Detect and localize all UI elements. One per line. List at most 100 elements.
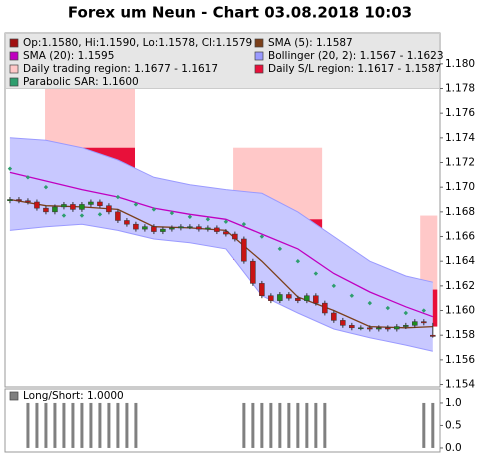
candle-body xyxy=(421,321,427,324)
bar xyxy=(116,402,120,448)
band-upper xyxy=(9,137,433,283)
candle-body xyxy=(295,297,301,301)
bar xyxy=(305,402,309,448)
bar xyxy=(107,402,111,448)
candle-body xyxy=(268,295,274,301)
candle-body xyxy=(403,325,409,327)
y-tick-label: 1.176 xyxy=(445,107,475,119)
candle-body xyxy=(259,283,265,296)
bar xyxy=(62,402,66,448)
y-tick-label: 1.174 xyxy=(445,132,475,144)
candle-body xyxy=(34,201,40,209)
bar xyxy=(44,402,48,448)
candle-body xyxy=(250,260,256,284)
legend-swatch xyxy=(9,64,19,74)
sar-dot xyxy=(25,175,31,180)
y-tick-label: 1.172 xyxy=(445,157,475,169)
y-tick-label: 1.178 xyxy=(445,83,475,95)
candle-body xyxy=(304,295,310,301)
candle-body xyxy=(340,320,346,326)
bar xyxy=(80,402,84,448)
legend-label: SMA (20): 1.1595 xyxy=(23,50,114,62)
candle-body xyxy=(52,206,58,213)
bar xyxy=(242,402,246,448)
region xyxy=(420,215,438,290)
candle-body xyxy=(367,327,373,330)
bar xyxy=(134,402,138,448)
indicator-line xyxy=(9,171,434,318)
sar-dot xyxy=(151,207,157,212)
legend-swatch xyxy=(9,391,19,401)
legend-label: Bollinger (20, 2): 1.1567 - 1.1623 xyxy=(268,50,444,62)
candle-body xyxy=(61,204,67,208)
band-area xyxy=(9,137,433,352)
legend-label: Long/Short: 1.0000 xyxy=(23,390,124,402)
panel xyxy=(4,388,441,453)
legend-label: Op:1.1580, Hi:1.1590, Lo:1.1578, Cl:1.15… xyxy=(23,37,252,49)
bar xyxy=(35,402,39,448)
sar-dot xyxy=(349,293,355,298)
candle-body xyxy=(79,204,85,210)
bar xyxy=(260,402,264,448)
y-tick-label: 1.154 xyxy=(445,379,475,391)
candle-body xyxy=(241,238,247,262)
legend-label: Parabolic SAR: 1.1600 xyxy=(23,76,139,88)
bar xyxy=(98,402,102,448)
legend-swatch xyxy=(9,38,19,48)
bar xyxy=(71,402,75,448)
candle-body xyxy=(322,302,328,314)
sar-dot xyxy=(277,246,283,252)
candle-body xyxy=(430,334,436,337)
candle-body xyxy=(232,233,238,240)
sar-dot xyxy=(403,310,409,316)
candle-body xyxy=(196,226,202,230)
candle-body xyxy=(187,226,193,228)
candle-body xyxy=(412,321,418,326)
candle-body xyxy=(43,207,49,213)
sar-dot xyxy=(259,234,265,239)
sar-dot xyxy=(367,300,373,306)
legend-swatch xyxy=(254,51,264,61)
candle-body xyxy=(142,226,148,230)
y-tick-label: 1.170 xyxy=(445,181,475,193)
sar-dot xyxy=(133,202,139,207)
candle-body xyxy=(7,199,13,201)
candle-body xyxy=(133,223,139,230)
y-tick-label: 1.162 xyxy=(445,280,475,292)
y-tick-label: 0.0 xyxy=(445,442,462,454)
bar xyxy=(314,402,318,448)
candle-body xyxy=(151,226,157,232)
sar-dot xyxy=(313,271,319,276)
band-lower xyxy=(9,223,433,352)
candle-body xyxy=(313,295,319,304)
candle-body xyxy=(124,220,130,225)
sar-dot xyxy=(61,213,67,218)
sar-dot xyxy=(421,308,427,313)
candle-body xyxy=(277,294,283,301)
bar xyxy=(296,402,300,448)
sar-dot xyxy=(385,305,391,311)
candle-body xyxy=(358,327,364,330)
legend-swatch xyxy=(9,77,19,87)
y-tick-label: 1.180 xyxy=(445,58,475,70)
bar xyxy=(269,402,273,448)
y-tick-label: 1.168 xyxy=(445,206,475,218)
candle-body xyxy=(70,204,76,210)
bar xyxy=(422,402,426,448)
candle-body xyxy=(97,201,103,206)
candle-body xyxy=(376,327,382,330)
sar-dot xyxy=(169,210,175,216)
y-tick-label: 1.166 xyxy=(445,231,475,243)
y-tick-label: 1.164 xyxy=(445,255,475,267)
sar-dot xyxy=(241,221,247,227)
sar-dot xyxy=(79,213,85,218)
sar-dot xyxy=(43,184,49,190)
y-tick-label: 1.0 xyxy=(445,397,462,409)
bar xyxy=(26,402,30,448)
sar-dot xyxy=(331,283,337,289)
candle-body xyxy=(205,227,211,230)
candle-body xyxy=(331,312,337,321)
y-tick-label: 1.160 xyxy=(445,305,475,317)
y-tick-label: 1.158 xyxy=(445,329,475,341)
candle-body xyxy=(286,294,292,299)
